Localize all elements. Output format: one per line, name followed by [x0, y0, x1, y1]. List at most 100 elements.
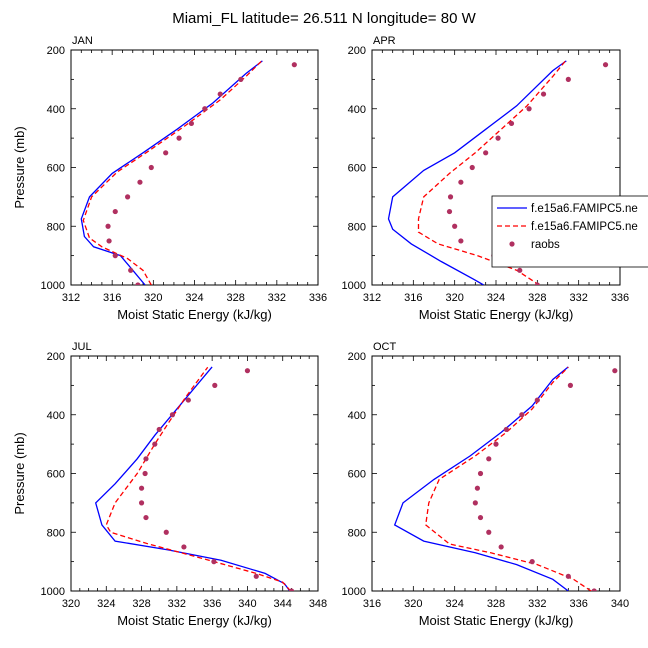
- y-tick-label: 800: [348, 527, 366, 539]
- raobs-marker: [612, 368, 618, 374]
- raobs-marker: [135, 282, 141, 285]
- raobs-marker: [498, 544, 504, 550]
- x-tick-label: 340: [611, 598, 629, 610]
- legend: f.e15a6.FAMIPC5.ne f.e15a6.FAMIPC5.ne raob…: [491, 195, 648, 268]
- series-group: [387, 60, 609, 285]
- model-solid-line: [94, 366, 291, 591]
- raobs-marker: [534, 397, 540, 403]
- raobs-marker: [163, 529, 169, 535]
- y-tick-label: 1000: [342, 280, 366, 292]
- chart-panel-oct: 316 320 324 328 332 336 340 200 400 600 800 1000 OCT…: [342, 341, 630, 628]
- y-tick-label: 800: [47, 221, 65, 233]
- x-axis-label: Moist Static Energy (kJ/kg): [117, 613, 272, 628]
- x-tick-label: 316: [363, 598, 381, 610]
- raobs-marker: [156, 426, 162, 433]
- x-tick-label: 332: [268, 292, 286, 304]
- raobs-marker: [217, 91, 223, 97]
- y-tick-label: 800: [348, 221, 366, 233]
- x-tick-label: 328: [226, 292, 244, 304]
- raobs-marker: [519, 412, 525, 418]
- y-tick-label: 200: [348, 45, 366, 57]
- x-tick-label: 336: [309, 292, 327, 304]
- x-tick-label: 320: [62, 598, 80, 610]
- panel-label: OCT: [373, 341, 397, 353]
- legend-marker: [509, 241, 515, 247]
- raobs-marker: [211, 559, 217, 565]
- series-group: [94, 366, 295, 591]
- raobs-marker: [112, 208, 118, 215]
- raobs-marker: [517, 267, 523, 273]
- raobs-marker: [503, 426, 509, 433]
- x-tick-label: 344: [274, 598, 292, 610]
- y-tick-label: 600: [47, 163, 65, 175]
- y-tick-label: 400: [47, 104, 65, 116]
- raobs-marker: [529, 559, 535, 565]
- chart-panel-apr: 312 316 320 324 328 332 336 200 400 600 800 1000 APR…: [342, 35, 630, 322]
- raobs-marker: [106, 238, 112, 244]
- raobs-marker: [474, 485, 480, 491]
- legend-item-model-dashed: f.e15a6.FAMIPC5.ne: [531, 221, 638, 233]
- y-tick-label: 1000: [41, 280, 65, 292]
- raobs-marker: [486, 529, 492, 535]
- model-solid-line: [393, 366, 569, 591]
- raobs-marker: [138, 500, 145, 506]
- y-tick-label: 600: [348, 469, 366, 481]
- x-axis-label: Moist Static Energy (kJ/kg): [419, 613, 574, 628]
- x-tick-label: 324: [445, 598, 463, 610]
- y-tick-label: 600: [47, 469, 65, 481]
- raobs-marker: [493, 441, 499, 447]
- raobs-marker: [447, 194, 454, 200]
- raobs-marker: [112, 253, 118, 259]
- panel-label: APR: [373, 35, 396, 47]
- x-tick-label: 336: [203, 598, 221, 610]
- model-dashed-line: [82, 60, 262, 285]
- series-group: [393, 366, 618, 591]
- y-tick-label: 200: [348, 351, 366, 363]
- raobs-marker: [238, 76, 244, 82]
- x-tick-label: 336: [611, 292, 629, 304]
- raobs-marker: [143, 514, 149, 521]
- plot-frame: [70, 355, 319, 592]
- model-solid-line: [387, 60, 567, 285]
- x-tick-label: 320: [404, 598, 422, 610]
- figure-title: Miami_FL latitude= 26.511 N longitude= 8…: [172, 10, 476, 27]
- raobs-marker: [477, 514, 484, 521]
- y-tick-label: 600: [348, 163, 366, 175]
- raobs-marker: [142, 470, 148, 477]
- x-tick-label: 332: [168, 598, 186, 610]
- x-tick-label: 328: [528, 292, 546, 304]
- x-axis-label: Moist Static Energy (kJ/kg): [117, 307, 272, 322]
- x-tick-label: 340: [238, 598, 256, 610]
- y-tick-label: 800: [47, 527, 65, 539]
- raobs-marker: [508, 120, 515, 127]
- chart-panel-jul: 320 324 328 332 336 340 344 348 200 400 600 800 1000…: [12, 341, 327, 628]
- raobs-marker: [105, 223, 111, 229]
- raobs-marker: [446, 208, 453, 215]
- raobs-marker: [486, 456, 492, 462]
- raobs-marker: [181, 544, 187, 550]
- x-tick-label: 316: [404, 292, 422, 304]
- y-tick-label: 400: [47, 410, 65, 422]
- legend-item-raobs: raobs: [531, 239, 560, 251]
- raobs-marker: [288, 588, 295, 591]
- raobs-marker: [452, 223, 458, 229]
- x-tick-label: 324: [97, 598, 115, 610]
- y-tick-label: 1000: [342, 586, 366, 598]
- raobs-marker: [495, 135, 501, 141]
- raobs-marker: [591, 588, 597, 591]
- x-tick-label: 312: [363, 292, 381, 304]
- raobs-marker: [212, 382, 218, 388]
- raobs-marker: [152, 441, 158, 447]
- x-tick-label: 332: [569, 292, 587, 304]
- raobs-marker: [169, 412, 176, 418]
- raobs-marker: [128, 267, 134, 273]
- panel-label: JAN: [72, 35, 93, 47]
- raobs-marker: [602, 62, 609, 68]
- x-tick-label: 348: [309, 598, 327, 610]
- y-axis-label: Pressure (mb): [12, 432, 27, 514]
- raobs-marker: [188, 120, 195, 127]
- y-axis-label: Pressure (mb): [12, 126, 27, 208]
- raobs-marker: [526, 106, 532, 112]
- raobs-marker: [472, 500, 478, 506]
